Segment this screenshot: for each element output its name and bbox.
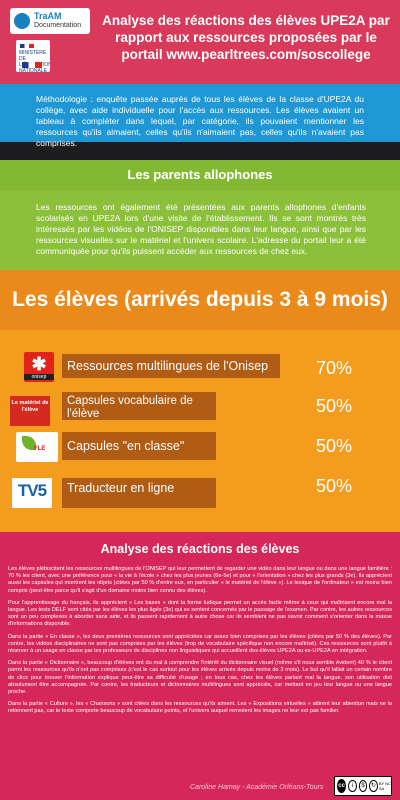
- cc-icon: cc: [337, 779, 347, 793]
- traam-logo-title: TraAM: [34, 11, 62, 21]
- fle-logo-icon: FLE: [16, 432, 58, 462]
- resource-label-onisep: Ressources multilingues de l'Onisep: [62, 354, 280, 378]
- fle-logo-text: FLE: [34, 446, 46, 452]
- resource-label-traducteur: Traducteur en ligne: [62, 478, 216, 508]
- methodology-section: Méthodologie : enquête passée auprès de …: [0, 84, 400, 148]
- methodology-text: Méthodologie : enquête passée auprès de …: [36, 94, 364, 148]
- parents-section: Les ressources ont également été présent…: [0, 190, 400, 270]
- analysis-paragraph: Dans la partie « En classe », les deux p…: [8, 633, 392, 655]
- resource-label-en-classe: Capsules "en classe": [62, 432, 216, 460]
- analysis-text: Les élèves plébiscitent les ressources m…: [8, 566, 392, 721]
- traam-logo-text: TraAM Documentation: [34, 11, 81, 31]
- resource-label-vocabulaire: Capsules vocabulaire de l'élève: [62, 392, 216, 420]
- parents-text: Les ressources ont également été présent…: [36, 202, 366, 256]
- license-text: BY NC SA: [378, 781, 391, 791]
- onisep-logo-text: onisep: [24, 374, 54, 380]
- analysis-paragraph: Les élèves plébiscitent les ressources m…: [8, 566, 392, 594]
- analysis-title: Analyse des réactions des élèves: [100, 542, 300, 556]
- author-credit: Caroline Hamay - Académie Orléans-Tours: [190, 784, 324, 791]
- analysis-paragraph: Pour l'apprentissage du français, ils ap…: [8, 599, 392, 628]
- resource-row-onisep: ✱ onisep Ressources multilingues de l'On…: [0, 350, 400, 390]
- resource-percent-traducteur: 50%: [315, 476, 352, 496]
- ministere-logo: MINISTÈRE DE L'ÉDUCATION NATIONALE: [16, 40, 50, 72]
- students-title: Les élèves (arrivés depuis 3 à 9 mois): [12, 288, 388, 311]
- students-header: Les élèves (arrivés depuis 3 à 9 mois): [0, 270, 400, 330]
- resource-percent-onisep: 70%: [315, 358, 352, 378]
- students-section: Les élèves (arrivés depuis 3 à 9 mois) ✱…: [0, 270, 400, 532]
- resource-row-vocabulaire: Le matériel de l'élève Capsules vocabula…: [0, 392, 400, 432]
- header-banner: TraAM Documentation MINISTÈRE DE L'ÉDUCA…: [0, 0, 400, 84]
- page-title: Analyse des réactions des élèves UPE2A p…: [102, 13, 390, 62]
- materiel-eleve-logo-icon: Le matériel de l'élève: [10, 396, 50, 426]
- analysis-paragraph: Dans la partie « Dictionnaire », beaucou…: [8, 660, 392, 696]
- analysis-paragraph: Dans la partie « Culture », les « Chanso…: [8, 701, 392, 715]
- onisep-star-icon: ✱: [31, 354, 47, 374]
- nc-icon: $: [358, 780, 368, 792]
- sa-icon: ↻: [369, 780, 378, 792]
- by-icon: i: [348, 780, 357, 792]
- analysis-section: Analyse des réactions des élèves Les élè…: [0, 532, 400, 800]
- onisep-logo-icon: ✱ onisep: [24, 352, 54, 382]
- traam-logo: TraAM Documentation: [10, 8, 90, 34]
- leaf-icon: [22, 436, 36, 450]
- creative-commons-badge: cc i $ ↻ BY NC SA: [334, 776, 392, 796]
- tricolor-stripe-icon: [20, 44, 34, 48]
- resource-percent-vocabulaire: 50%: [315, 396, 352, 416]
- parents-title: Les parents allophones: [127, 167, 273, 182]
- tv5-logo-icon: TV5: [12, 478, 52, 508]
- resource-row-traducteur: TV5 Traducteur en ligne 50%: [0, 476, 400, 516]
- traam-logo-subtitle: Documentation: [34, 22, 82, 29]
- ministere-logo-text: MINISTÈRE DE L'ÉDUCATION NATIONALE: [19, 50, 50, 72]
- resource-percent-en-classe: 50%: [315, 436, 352, 456]
- lightbulb-icon: [14, 13, 30, 29]
- french-flag-icon: [22, 62, 42, 68]
- parents-header: Les parents allophones: [0, 160, 400, 190]
- resource-row-en-classe: FLE Capsules "en classe" 50%: [0, 432, 400, 472]
